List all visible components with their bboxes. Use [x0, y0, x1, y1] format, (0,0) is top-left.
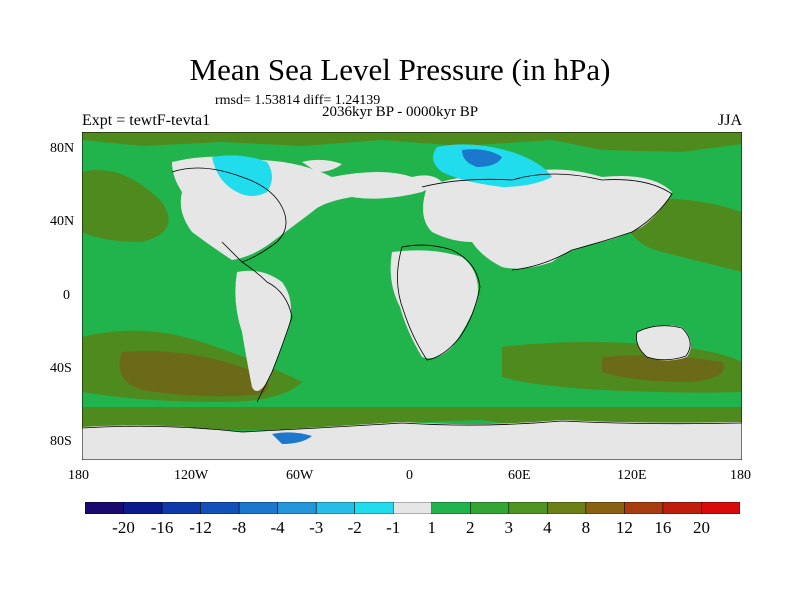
lon-label-180e: 180	[730, 468, 751, 483]
lat-label-40s: 40S	[50, 361, 72, 376]
colorbar-cell	[354, 502, 394, 514]
colorbar-tick-label: 1	[427, 518, 437, 537]
coastline-south-america	[241, 261, 293, 403]
colorbar-cell	[508, 502, 548, 514]
colorbar	[85, 502, 740, 514]
colorbar-tick-label: -2	[347, 518, 362, 537]
indian-ocean-brown	[602, 355, 724, 382]
colorbar-cell	[431, 502, 471, 514]
colorbar-cell	[315, 502, 355, 514]
australia-neutral	[636, 325, 691, 361]
lon-label-60w: 60W	[286, 468, 314, 483]
eurasia-neutral	[423, 169, 672, 269]
colorbar-cell	[701, 502, 740, 514]
colorbar-tick-label: 2	[466, 518, 475, 537]
coastline-africa	[397, 244, 481, 361]
coastline-eurasia	[421, 173, 673, 271]
south-pacific-brown	[119, 351, 269, 397]
negative-regions	[212, 144, 552, 444]
greenland-neutral	[302, 159, 342, 172]
colorbar-tick-label: -16	[150, 518, 174, 537]
colorbar-tick-label: -1	[386, 518, 401, 537]
colorbar-cell	[85, 502, 124, 514]
colorbar-cell	[277, 502, 317, 514]
period-label: 2036kyr BP - 0000kyr BP	[321, 104, 479, 120]
antarctica-neutral	[82, 420, 742, 460]
colorbar-cell	[238, 502, 278, 514]
siberia-negative	[433, 144, 552, 187]
africa-neutral	[390, 250, 478, 359]
lon-label-0: 0	[406, 468, 413, 483]
colorbar-tick-label: 3	[504, 518, 514, 537]
pressure-anomaly-map	[82, 132, 742, 460]
colorbar-cell	[200, 502, 240, 514]
colorbar-cell	[662, 502, 702, 514]
coastline-antarctica	[82, 420, 742, 433]
plot-title: Mean Sea Level Pressure (in hPa)	[189, 52, 611, 87]
canada-negative	[212, 155, 272, 196]
colorbar-cell	[470, 502, 510, 514]
coastlines	[82, 167, 742, 433]
coastline-australia	[636, 325, 691, 361]
lat-label-40n: 40N	[50, 214, 75, 229]
arctic-band	[82, 132, 742, 152]
siberia-strong-negative	[462, 149, 502, 167]
experiment-label: Expt = tewtF-tevta1	[82, 112, 211, 129]
colorbar-tick-label: -4	[270, 518, 285, 537]
colorbar-tick-label: -3	[309, 518, 324, 537]
south-america-neutral	[235, 270, 291, 391]
colorbar-cells	[85, 502, 740, 514]
colorbar-tick-label: -8	[232, 518, 247, 537]
antarctic-negative	[272, 432, 312, 444]
lon-label-120w: 120W	[174, 468, 209, 483]
season-label: JJA	[717, 112, 742, 129]
lat-label-0: 0	[63, 288, 70, 303]
colorbar-tick-label: 4	[543, 518, 552, 537]
colorbar-tick-label: 16	[654, 518, 672, 537]
rmsd-diff-stats: rmsd= 1.53814 diff= 1.24139	[215, 93, 381, 108]
lon-label-120e: 120E	[617, 468, 647, 483]
colorbar-cell	[392, 502, 433, 514]
north-pacific-band	[82, 170, 169, 242]
colorbar-tick-label: 8	[581, 518, 591, 537]
colorbar-tick-label: 20	[693, 518, 710, 537]
colorbar-tick-label: 12	[615, 518, 633, 537]
coastline-north-america	[171, 167, 287, 263]
colorbar-cell	[547, 502, 587, 514]
lat-label-80n: 80N	[50, 141, 75, 156]
lat-label-80s: 80S	[50, 434, 72, 449]
colorbar-cell	[161, 502, 201, 514]
lon-label-180w: 180	[68, 468, 89, 483]
colorbar-cell	[624, 502, 664, 514]
colorbar-tick-label: -20	[112, 518, 135, 537]
colorbar-cell	[123, 502, 163, 514]
colorbar-cell	[585, 502, 625, 514]
colorbar-tick-label: -12	[189, 518, 212, 537]
lon-label-60e: 60E	[508, 468, 531, 483]
